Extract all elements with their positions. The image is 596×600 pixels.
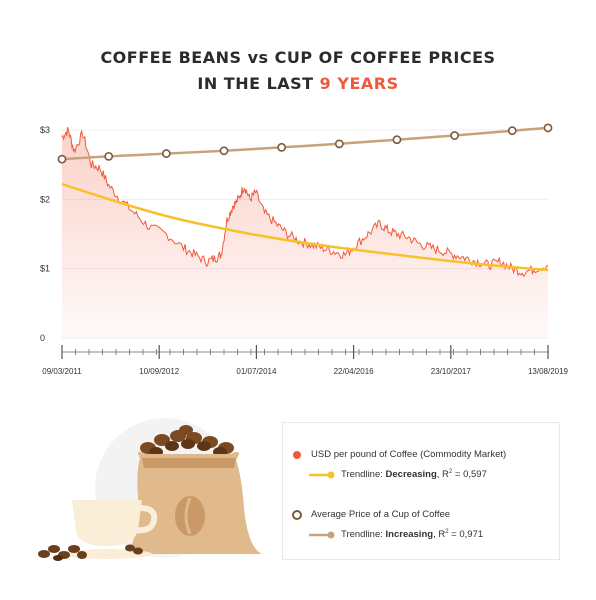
cup-price-point bbox=[507, 126, 517, 136]
bean-trendline bbox=[61, 182, 549, 272]
y-tick-label: $3 bbox=[40, 125, 50, 135]
cup-price-point bbox=[543, 123, 553, 133]
legend-cup-marker bbox=[292, 510, 302, 520]
x-tick-label: 22/04/2016 bbox=[334, 367, 375, 376]
legend-bean-trend-marker bbox=[327, 471, 335, 479]
cup-price-point bbox=[277, 142, 287, 152]
cup-price-point bbox=[161, 149, 171, 158]
cup-price-markers bbox=[57, 123, 553, 164]
bean-price-line bbox=[61, 127, 549, 278]
cup-price-point bbox=[219, 146, 229, 156]
cup-price-point bbox=[57, 154, 67, 164]
scattered-beans-icon bbox=[38, 544, 143, 561]
coffee-illustration bbox=[38, 418, 262, 561]
cup-price-point bbox=[392, 135, 402, 145]
legend: USD per pound of Coffee (Commodity Marke… bbox=[282, 422, 560, 560]
x-tick-label: 01/07/2014 bbox=[236, 367, 277, 376]
cup-price-point bbox=[450, 131, 460, 140]
bean-price-area bbox=[62, 127, 548, 338]
legend-bean-label: USD per pound of Coffee (Commodity Marke… bbox=[311, 449, 507, 460]
legend-bean-trend-text: Trendline: Decreasing, R2 = 0,597 bbox=[341, 469, 487, 481]
x-tick-label: 23/10/2017 bbox=[431, 367, 472, 376]
coffee-bean-emblem-icon bbox=[175, 496, 205, 536]
chart-title-highlight: 9 YEARS bbox=[319, 74, 399, 93]
legend-cup-trend-text: Trendline: Increasing, R2 = 0,971 bbox=[341, 529, 484, 541]
bean-pile-icon bbox=[140, 425, 234, 457]
cup-price-line bbox=[61, 126, 549, 161]
legend-cup-trend-marker bbox=[327, 531, 335, 539]
y-axis-ticks: 0 $1 $2 $3 bbox=[40, 125, 50, 343]
chart-title-line1: COFFEE BEANS vs CUP OF COFFEE PRICES bbox=[100, 48, 496, 67]
x-tick-label: 13/08/2019 bbox=[528, 367, 569, 376]
y-tick-label: 0 bbox=[40, 333, 45, 343]
cup-price-point bbox=[334, 139, 344, 149]
legend-cup-label: Average Price of a Cup of Coffee bbox=[311, 509, 451, 520]
cup-price-point bbox=[104, 151, 114, 161]
chart-title-line2: IN THE LAST 9 YEARS bbox=[0, 74, 596, 93]
chart-title-prefix: IN THE LAST bbox=[197, 74, 320, 93]
x-tick-label: 10/09/2012 bbox=[139, 367, 180, 376]
y-tick-label: $1 bbox=[40, 264, 50, 274]
y-tick-label: $2 bbox=[40, 194, 50, 204]
x-tick-label: 09/03/2011 bbox=[42, 367, 82, 376]
legend-bean-marker bbox=[293, 451, 301, 459]
x-axis: 09/03/2011 10/09/2012 01/07/2014 22/04/2016… bbox=[42, 345, 569, 376]
price-chart: 0 $1 $2 $3 09/03/2011 10/09/2012 01/07/2014 22… bbox=[40, 123, 569, 376]
